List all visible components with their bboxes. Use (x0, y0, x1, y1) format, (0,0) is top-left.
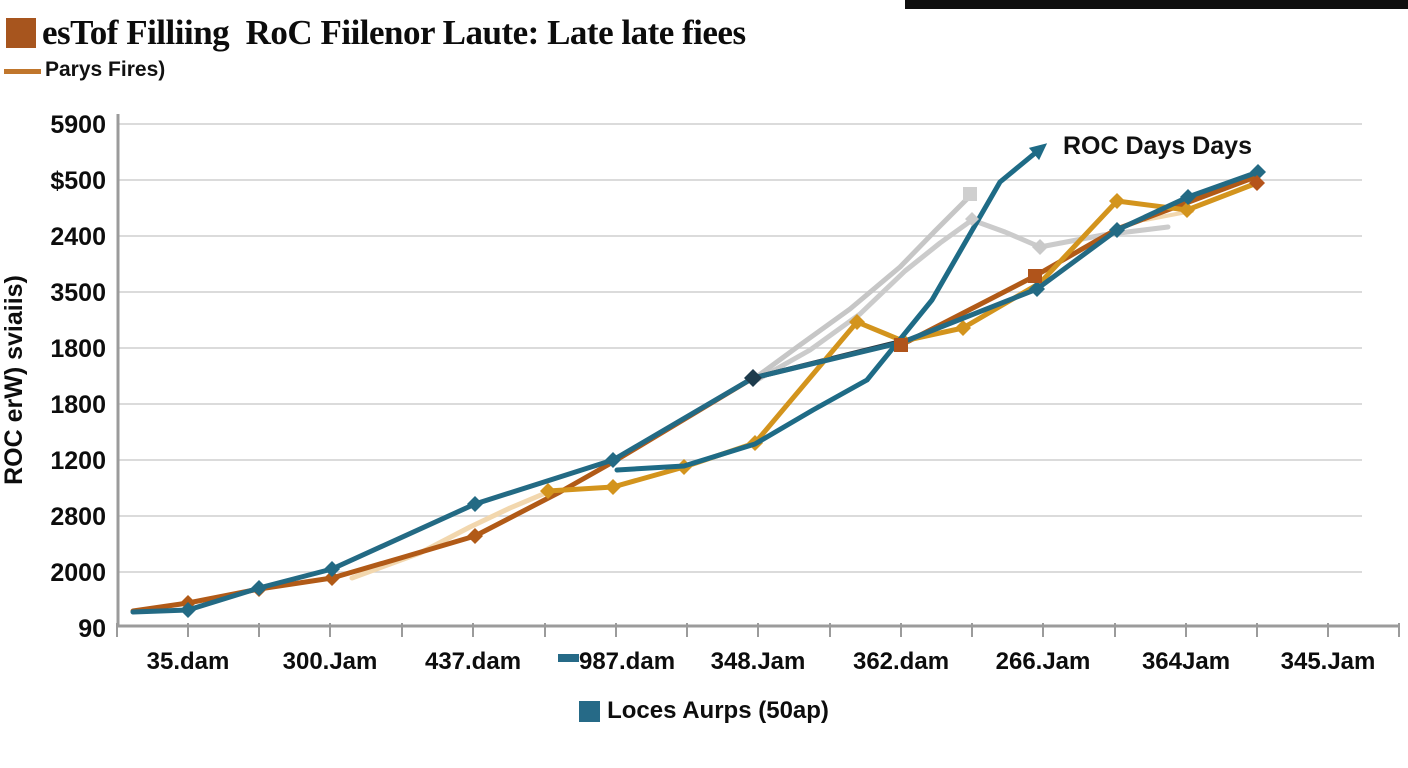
series-line-gray-a (752, 193, 973, 381)
marker-diamond (324, 561, 340, 577)
y-tick-label: 3500 (50, 279, 106, 307)
marker-diamond (605, 479, 621, 495)
chart-annotation: ROC Days Days (1063, 132, 1252, 160)
y-tick-label: 2000 (50, 559, 106, 587)
marker-diamond (965, 212, 979, 226)
series-line-teal-steep (614, 151, 1037, 473)
marker-diamond (849, 314, 865, 330)
y-tick-label: 1200 (50, 447, 106, 475)
y-tick-label: 1800 (50, 391, 106, 419)
marker-diamond (467, 496, 483, 512)
y-tick-label: 2800 (50, 503, 106, 531)
x-tick-label: 437.dam (425, 648, 521, 675)
marker-diamond (1179, 202, 1195, 218)
marker-diamond (1032, 239, 1048, 255)
series-line-chocolate (130, 375, 756, 614)
marker-diamond (467, 528, 483, 544)
title-legend-swatch (6, 18, 36, 48)
y-tick-label: 5900 (50, 111, 106, 139)
legend-bottom-swatch (579, 700, 601, 722)
series-line-gray-b (754, 217, 1171, 383)
x-tick-label: 35.dam (147, 648, 230, 675)
y-tick-label: 2400 (50, 223, 106, 251)
marker-diamond (1180, 189, 1196, 205)
marker-diamond (955, 320, 971, 336)
marker-square (894, 338, 908, 352)
legend-bottom-label: Loces Aurps (50ap) (607, 697, 829, 724)
x-tick-label: 987.dam (579, 648, 675, 675)
y-tick-label: $500 (50, 167, 106, 195)
x-tick-label: 364Jam (1142, 648, 1230, 675)
series-line-teal-main (130, 169, 1261, 615)
y-tick-label: 1800 (50, 335, 106, 363)
marker-diamond (540, 483, 556, 499)
series-arrowhead-icon (1028, 143, 1048, 161)
marker-diamond (1109, 222, 1125, 238)
marker-diamond (1250, 164, 1266, 180)
chart-title: esTof Filliing RoC Fiilenor Laute: Late … (42, 13, 746, 52)
marker-diamond (605, 452, 621, 468)
marker-diamond (1249, 175, 1265, 191)
y-tick-label: 90 (78, 615, 106, 643)
marker-diamond (324, 570, 340, 586)
x-tick-label: 362.dam (853, 648, 949, 675)
legend-top: Parys Fires) (4, 58, 165, 82)
x-tick-label: 300.Jam (283, 648, 378, 675)
marker-square (1028, 269, 1042, 283)
marker-diamond (1109, 193, 1125, 209)
marker-diamond (744, 369, 762, 387)
legend-bottom: Loces Aurps (50ap) (0, 697, 1408, 725)
marker-diamond (1029, 281, 1045, 297)
x-label-dash-icon (558, 654, 579, 662)
legend-line-swatch (4, 68, 41, 74)
marker-diamond (180, 602, 196, 618)
top-right-black-bar (905, 0, 1408, 9)
marker-diamond (251, 580, 267, 596)
x-tick-label: 348.Jam (711, 648, 806, 675)
x-tick-label: 345.Jam (1281, 648, 1376, 675)
x-tick-label: 266.Jam (996, 648, 1091, 675)
marker-square (963, 187, 977, 201)
y-axis-title: ROC erW) sviaiis) (0, 275, 28, 485)
legend-top-label: Parys Fires) (45, 58, 166, 81)
title-row: esTof Filliing RoC Fiilenor Laute: Late … (6, 14, 746, 52)
